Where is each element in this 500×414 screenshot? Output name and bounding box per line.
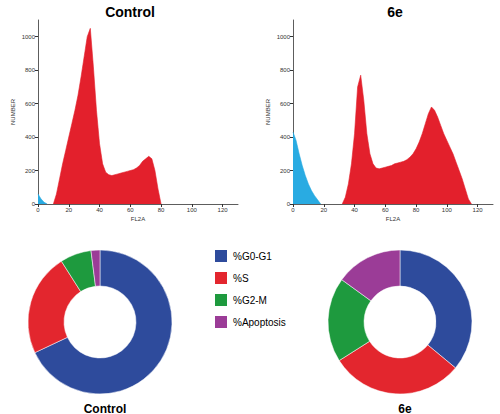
svg-text:20: 20 (320, 207, 327, 213)
svg-text:%Apoptosis: %Apoptosis (233, 317, 286, 328)
svg-text:0: 0 (287, 201, 291, 207)
svg-text:Control: Control (105, 4, 155, 20)
svg-text:120: 120 (473, 207, 484, 213)
svg-text:60: 60 (127, 207, 134, 213)
svg-text:1000: 1000 (277, 34, 291, 40)
svg-text:200: 200 (25, 168, 36, 174)
svg-text:%S: %S (233, 273, 249, 284)
svg-text:600: 600 (25, 101, 36, 107)
svg-text:100: 100 (187, 207, 198, 213)
svg-text:40: 40 (351, 207, 358, 213)
svg-text:60: 60 (382, 207, 389, 213)
svg-text:NUMBER: NUMBER (265, 98, 271, 125)
svg-text:0: 0 (36, 207, 40, 213)
svg-text:800: 800 (280, 67, 291, 73)
svg-text:120: 120 (218, 207, 229, 213)
svg-text:80: 80 (413, 207, 420, 213)
svg-text:80: 80 (158, 207, 165, 213)
svg-text:6e: 6e (387, 4, 403, 20)
svg-text:%G0-G1: %G0-G1 (233, 251, 272, 262)
svg-text:Control: Control (84, 402, 127, 414)
svg-text:0: 0 (291, 207, 295, 213)
svg-text:600: 600 (280, 101, 291, 107)
svg-text:400: 400 (25, 134, 36, 140)
svg-text:100: 100 (442, 207, 453, 213)
svg-text:6e: 6e (398, 402, 412, 414)
svg-text:40: 40 (96, 207, 103, 213)
svg-text:FL2A: FL2A (386, 216, 400, 222)
svg-text:%G2-M: %G2-M (233, 295, 267, 306)
svg-text:20: 20 (65, 207, 72, 213)
svg-text:400: 400 (280, 134, 291, 140)
svg-text:200: 200 (280, 168, 291, 174)
svg-text:FL2A: FL2A (131, 216, 145, 222)
svg-text:0: 0 (32, 201, 36, 207)
svg-text:800: 800 (25, 67, 36, 73)
svg-text:NUMBER: NUMBER (10, 98, 16, 125)
svg-text:1000: 1000 (22, 34, 36, 40)
